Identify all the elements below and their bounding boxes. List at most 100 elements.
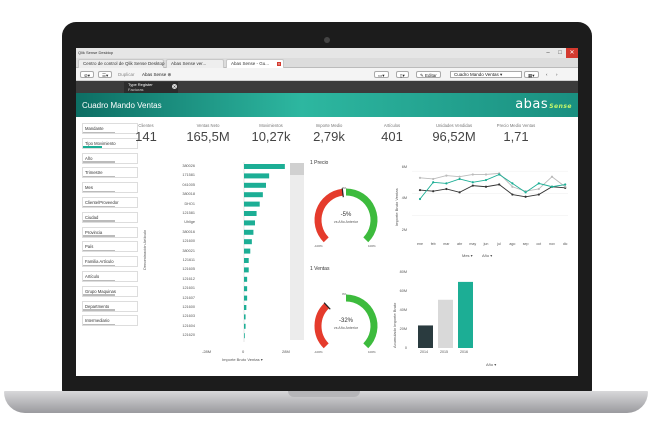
line-point[interactable] bbox=[418, 197, 422, 201]
line-point[interactable] bbox=[511, 182, 514, 185]
close-tab-icon[interactable]: ✕ bbox=[277, 61, 281, 66]
bookmark-icon[interactable]: ▭▾ bbox=[374, 71, 389, 78]
filter-box[interactable]: Cliente/Proveedor bbox=[82, 197, 138, 208]
minimize-icon[interactable]: – bbox=[546, 50, 550, 56]
filter-box[interactable]: Mes bbox=[82, 182, 138, 194]
tab-abas-ver[interactable]: Abas Sense ver... bbox=[166, 59, 224, 68]
bar[interactable] bbox=[244, 173, 270, 179]
navigation-menu-icon[interactable]: ⊘▾ bbox=[80, 71, 95, 78]
line-point[interactable] bbox=[524, 195, 527, 198]
bar[interactable] bbox=[244, 201, 260, 207]
bar[interactable] bbox=[244, 314, 246, 320]
line-point[interactable] bbox=[524, 191, 527, 194]
line-point[interactable] bbox=[458, 177, 461, 181]
line-point[interactable] bbox=[550, 175, 554, 178]
line-point[interactable] bbox=[458, 175, 461, 178]
sheets-grid-icon[interactable]: ▦▾ bbox=[524, 71, 539, 78]
line-point[interactable] bbox=[471, 184, 474, 187]
line-chart-xlabel[interactable]: Mes ▾ bbox=[462, 253, 473, 258]
edit-button[interactable]: ✎ Editar bbox=[416, 71, 441, 78]
filter-box[interactable]: Tipo Movimiento bbox=[82, 137, 138, 149]
maximize-icon[interactable]: □ bbox=[558, 50, 562, 56]
bar[interactable] bbox=[244, 211, 257, 216]
selection-value: Facturas bbox=[128, 86, 144, 92]
tab-control-center[interactable]: Centro de control de Qlik Sense Desktop bbox=[78, 59, 165, 68]
scroll-thumb[interactable] bbox=[290, 163, 304, 175]
bar[interactable] bbox=[244, 258, 249, 263]
duplicate-button[interactable]: Duplicar bbox=[118, 72, 135, 77]
bar[interactable] bbox=[244, 295, 248, 301]
filter-box[interactable]: Artículo bbox=[82, 271, 138, 282]
bar[interactable] bbox=[244, 323, 246, 329]
bar[interactable] bbox=[244, 276, 248, 282]
line-point[interactable] bbox=[432, 177, 435, 181]
clear-selection-icon[interactable]: ✕ bbox=[172, 84, 177, 89]
bar[interactable] bbox=[244, 239, 252, 245]
line-point[interactable] bbox=[550, 185, 554, 188]
line-point[interactable] bbox=[511, 193, 514, 196]
bar-chart-xmin: -28M bbox=[202, 349, 212, 354]
line-point[interactable] bbox=[445, 174, 448, 177]
filter-box[interactable]: Intermediario bbox=[82, 315, 138, 327]
bar-chart-scrollbar[interactable] bbox=[290, 163, 304, 340]
line-point[interactable] bbox=[537, 182, 540, 185]
line-point[interactable] bbox=[445, 182, 448, 185]
bar[interactable] bbox=[244, 248, 251, 254]
list-menu-icon[interactable]: ☰▾ bbox=[98, 71, 113, 78]
filter-box[interactable]: Ciudad bbox=[82, 211, 138, 223]
line-point[interactable] bbox=[511, 185, 514, 188]
bar[interactable] bbox=[244, 229, 254, 235]
line-point[interactable] bbox=[471, 181, 474, 184]
next-sheet-icon[interactable]: › bbox=[556, 72, 558, 77]
filter-box[interactable]: Familia Artículo bbox=[82, 256, 138, 268]
line-point[interactable] bbox=[537, 187, 540, 191]
filter-box[interactable]: Grupo Maquinas bbox=[82, 285, 138, 297]
column-bar[interactable] bbox=[418, 325, 433, 348]
filter-box[interactable]: País bbox=[82, 241, 138, 253]
prev-sheet-icon[interactable]: ‹ bbox=[546, 72, 548, 77]
bar-category-label: 380016 bbox=[182, 229, 195, 234]
line-point[interactable] bbox=[484, 185, 488, 188]
bar[interactable] bbox=[244, 305, 247, 310]
line-point[interactable] bbox=[432, 190, 435, 193]
close-icon[interactable]: ✕ bbox=[566, 48, 578, 58]
line-point[interactable] bbox=[564, 183, 567, 186]
bar[interactable] bbox=[244, 192, 263, 198]
line-point[interactable] bbox=[418, 176, 422, 179]
bar-category-label: 121611 bbox=[182, 258, 195, 262]
tab-abas-guide[interactable]: Abas Sense - Gu... ✕ bbox=[226, 59, 284, 68]
device-icon[interactable]: ▯▾ bbox=[396, 71, 409, 78]
filter-box[interactable]: Provincia bbox=[82, 226, 138, 238]
filter-box[interactable]: Departmento bbox=[82, 300, 138, 312]
bar-chart-xlabel[interactable]: Importe Bruto Ventas ▾ bbox=[222, 357, 263, 362]
line-point[interactable] bbox=[498, 173, 501, 176]
filter-box[interactable]: Trimestre bbox=[82, 167, 138, 179]
bar[interactable] bbox=[244, 164, 285, 169]
bar[interactable] bbox=[244, 286, 248, 292]
bar[interactable] bbox=[244, 333, 245, 339]
bar[interactable] bbox=[244, 220, 255, 226]
line-point[interactable] bbox=[564, 185, 567, 188]
filter-box[interactable]: Mandante bbox=[82, 123, 138, 134]
col-ytick: 20M bbox=[399, 327, 407, 331]
line-chart-legend[interactable]: Año ▾ bbox=[482, 253, 493, 258]
line-point[interactable] bbox=[537, 193, 540, 196]
bar[interactable] bbox=[244, 182, 266, 188]
sheet-selector[interactable]: Cuadro Mando Ventas ▾ bbox=[450, 71, 522, 78]
bar[interactable] bbox=[244, 267, 249, 273]
line-point[interactable] bbox=[445, 187, 448, 191]
selection-pill[interactable]: Type Register Facturas bbox=[124, 82, 178, 93]
line-point[interactable] bbox=[484, 173, 488, 176]
line-point[interactable] bbox=[458, 191, 461, 194]
filter-box[interactable]: Año bbox=[82, 152, 138, 164]
line-point[interactable] bbox=[484, 178, 488, 182]
column-bar[interactable] bbox=[438, 299, 453, 348]
gauge-min: -100% bbox=[314, 350, 323, 354]
line-point[interactable] bbox=[471, 173, 474, 176]
filter-label: Provincia bbox=[85, 229, 103, 235]
line-point[interactable] bbox=[498, 183, 501, 186]
line-point[interactable] bbox=[432, 181, 435, 184]
col-chart-xlabel[interactable]: Año ▾ bbox=[486, 362, 497, 367]
line-point[interactable] bbox=[418, 188, 422, 192]
column-bar[interactable] bbox=[458, 281, 473, 348]
